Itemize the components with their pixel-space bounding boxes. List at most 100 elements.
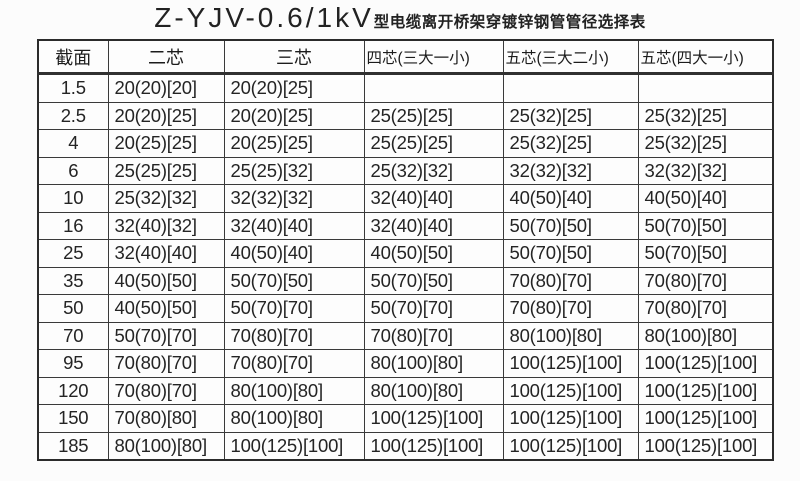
section-size-cell: 70: [37, 321, 109, 350]
table-body: 1.5 20(20)[20] 20(20)[25] 2.5 20(20)[25] 20(2…: [37, 73, 774, 461]
pipe-diameter-cell: 25(32)[32]: [363, 156, 504, 185]
pipe-diameter-cell: 70(80)[70]: [107, 349, 225, 378]
table-row: 4 20(25)[25] 20(25)[25] 25(25)[25] 25(32)[25…: [37, 129, 774, 158]
pipe-diameter-cell: 70(80)[70]: [637, 266, 774, 295]
pipe-diameter-cell: 25(32)[32]: [107, 184, 225, 213]
column-header-3core: 三芯: [223, 39, 365, 75]
pipe-diameter-cell: 80(100)[80]: [637, 321, 774, 350]
section-size-cell: 185: [37, 431, 109, 461]
column-header-5core-4big1small: 五芯(四大一小): [637, 39, 774, 75]
pipe-diameter-cell: 70(80)[70]: [107, 376, 225, 405]
pipe-diameter-cell: 100(125)[100]: [502, 349, 639, 378]
table-row: 2.5 20(20)[25] 20(20)[25] 25(25)[25] 25(32)[…: [37, 101, 774, 130]
pipe-diameter-cell: 80(100)[80]: [223, 404, 365, 433]
pipe-diameter-cell: 50(70)[70]: [363, 294, 504, 323]
column-header-section: 截面: [37, 39, 109, 75]
pipe-diameter-cell: 25(32)[25]: [637, 129, 774, 158]
pipe-diameter-cell: 20(25)[25]: [223, 129, 365, 158]
table-row: 50 40(50)[50] 50(70)[70] 50(70)[70] 70(80)[7…: [37, 294, 774, 323]
pipe-diameter-cell: 40(50)[40]: [502, 184, 639, 213]
pipe-diameter-cell: 32(40)[40]: [363, 184, 504, 213]
pipe-diameter-cell: 100(125)[100]: [502, 376, 639, 405]
section-size-cell: 35: [37, 266, 109, 295]
pipe-diameter-cell: 32(32)[32]: [637, 156, 774, 185]
pipe-diameter-cell: 25(25)[25]: [107, 156, 225, 185]
section-size-cell: 6: [37, 156, 109, 185]
section-size-cell: 150: [37, 404, 109, 433]
pipe-diameter-cell: 20(20)[20]: [107, 73, 225, 103]
pipe-diameter-cell: 20(20)[25]: [107, 101, 225, 130]
pipe-diameter-cell: 40(50)[50]: [107, 294, 225, 323]
pipe-diameter-cell: 32(40)[32]: [107, 211, 225, 240]
pipe-diameter-cell: 32(40)[40]: [107, 239, 225, 268]
pipe-diameter-cell: 70(80)[70]: [637, 294, 774, 323]
column-header-4core: 四芯(三大一小): [363, 39, 504, 75]
pipe-diameter-cell: 25(25)[32]: [223, 156, 365, 185]
section-size-cell: 2.5: [37, 101, 109, 130]
pipe-diameter-cell: 20(20)[25]: [223, 101, 365, 130]
pipe-diameter-cell: [637, 73, 774, 103]
pipe-diameter-cell: 50(70)[50]: [223, 266, 365, 295]
pipe-diameter-cell: 25(25)[25]: [363, 101, 504, 130]
table-row: 1.5 20(20)[20] 20(20)[25]: [37, 73, 774, 103]
pipe-diameter-cell: 80(100)[80]: [107, 431, 225, 461]
table-row: 95 70(80)[70] 70(80)[70] 80(100)[80] 100(125…: [37, 349, 774, 378]
table-row: 6 25(25)[25] 25(25)[32] 25(32)[32] 32(32)[32…: [37, 156, 774, 185]
pipe-diameter-cell: [502, 73, 639, 103]
title-cable-model: Z-YJV-0.6/1kV: [154, 2, 374, 33]
section-size-cell: 1.5: [37, 73, 109, 103]
table-row: 185 80(100)[80] 100(125)[100] 100(125)[100]…: [37, 431, 774, 461]
pipe-diameter-selection-table: 截面 二芯 三芯 四芯(三大一小) 五芯(三大二小) 五芯(四大一小) 1.5 2…: [37, 39, 774, 461]
pipe-diameter-cell: 25(25)[25]: [363, 129, 504, 158]
pipe-diameter-cell: 50(70)[50]: [502, 211, 639, 240]
pipe-diameter-cell: [363, 73, 504, 103]
pipe-diameter-cell: 20(20)[25]: [223, 73, 365, 103]
pipe-diameter-cell: 25(32)[25]: [502, 129, 639, 158]
table-row: 120 70(80)[70] 80(100)[80] 80(100)[80] 100(1…: [37, 376, 774, 405]
pipe-diameter-cell: 100(125)[100]: [502, 431, 639, 461]
pipe-diameter-cell: 70(80)[70]: [502, 266, 639, 295]
pipe-diameter-cell: 40(50)[50]: [363, 239, 504, 268]
section-size-cell: 4: [37, 129, 109, 158]
pipe-diameter-cell: 100(125)[100]: [363, 431, 504, 461]
table-row: 16 32(40)[32] 32(40)[40] 32(40)[40] 50(70)[5…: [37, 211, 774, 240]
section-size-cell: 50: [37, 294, 109, 323]
pipe-diameter-cell: 80(100)[80]: [363, 349, 504, 378]
pipe-diameter-cell: 80(100)[80]: [502, 321, 639, 350]
table-row: 70 50(70)[70] 70(80)[70] 70(80)[70] 80(100)[…: [37, 321, 774, 350]
table-row: 10 25(32)[32] 32(32)[32] 32(40)[40] 40(50)[4…: [37, 184, 774, 213]
pipe-diameter-cell: 32(32)[32]: [223, 184, 365, 213]
pipe-diameter-cell: 40(50)[40]: [637, 184, 774, 213]
column-header-5core-3big2small: 五芯(三大二小): [502, 39, 639, 75]
pipe-diameter-cell: 50(70)[50]: [637, 211, 774, 240]
pipe-diameter-cell: 40(50)[40]: [223, 239, 365, 268]
pipe-diameter-cell: 25(32)[25]: [637, 101, 774, 130]
pipe-diameter-cell: 70(80)[70]: [223, 321, 365, 350]
pipe-diameter-cell: 100(125)[100]: [637, 349, 774, 378]
table-row: 25 32(40)[40] 40(50)[40] 40(50)[50] 50(70)[5…: [37, 239, 774, 268]
page-title: Z-YJV-0.6/1kV型电缆离开桥架穿镀锌钢管管径选择表: [0, 2, 800, 34]
pipe-diameter-cell: 32(32)[32]: [502, 156, 639, 185]
pipe-diameter-cell: 50(70)[70]: [107, 321, 225, 350]
pipe-diameter-cell: 80(100)[80]: [363, 376, 504, 405]
pipe-diameter-cell: 80(100)[80]: [223, 376, 365, 405]
pipe-diameter-cell: 50(70)[50]: [502, 239, 639, 268]
pipe-diameter-cell: 50(70)[50]: [363, 266, 504, 295]
pipe-diameter-cell: 100(125)[100]: [363, 404, 504, 433]
pipe-diameter-cell: 40(50)[50]: [107, 266, 225, 295]
pipe-diameter-cell: 70(80)[70]: [363, 321, 504, 350]
pipe-diameter-cell: 50(70)[70]: [223, 294, 365, 323]
pipe-diameter-cell: 100(125)[100]: [637, 431, 774, 461]
pipe-diameter-cell: 50(70)[50]: [637, 239, 774, 268]
pipe-diameter-cell: 32(40)[40]: [223, 211, 365, 240]
section-size-cell: 95: [37, 349, 109, 378]
pipe-diameter-cell: 100(125)[100]: [637, 376, 774, 405]
section-size-cell: 25: [37, 239, 109, 268]
pipe-diameter-cell: 70(80)[80]: [107, 404, 225, 433]
pipe-diameter-cell: 20(25)[25]: [107, 129, 225, 158]
column-header-2core: 二芯: [107, 39, 225, 75]
pipe-diameter-cell: 100(125)[100]: [502, 404, 639, 433]
pipe-diameter-cell: 32(40)[40]: [363, 211, 504, 240]
pipe-diameter-cell: 100(125)[100]: [223, 431, 365, 461]
